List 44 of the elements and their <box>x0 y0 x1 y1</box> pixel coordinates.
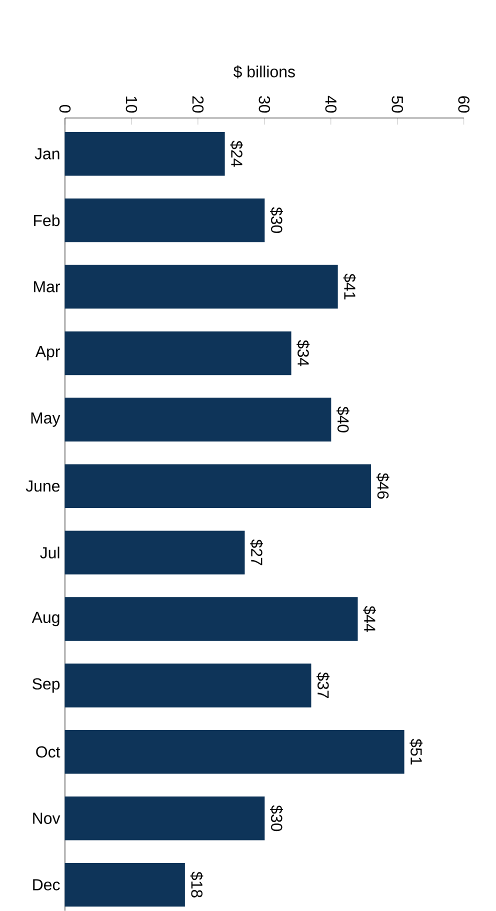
data-label: $24 <box>230 140 244 167</box>
y-tick-label: Jul <box>40 546 60 558</box>
y-tick-label: May <box>31 412 60 427</box>
y-tick-label: Dec <box>33 879 60 890</box>
x-axis-title: $ billions <box>234 65 296 78</box>
y-tick-label: Nov <box>33 812 60 824</box>
x-tick-label: 40 <box>325 96 337 113</box>
data-label: $27 <box>250 539 264 566</box>
data-label: $34 <box>296 340 310 366</box>
bar <box>64 331 292 376</box>
x-tick-label: 60 <box>458 96 470 113</box>
data-label: $30 <box>270 805 284 832</box>
x-tick-label: 50 <box>392 96 404 113</box>
bar <box>64 398 332 442</box>
y-tick-label: Mar <box>34 281 60 292</box>
y-tick-label: Feb <box>34 214 60 226</box>
bar <box>64 132 225 176</box>
x-tick-label: 30 <box>258 96 270 113</box>
y-tick-label: Oct <box>36 746 60 758</box>
y-tick-label: Aug <box>32 612 60 626</box>
data-label: $41 <box>343 274 356 300</box>
bar <box>64 464 372 508</box>
data-label: $46 <box>376 472 390 499</box>
bar <box>64 264 338 309</box>
x-tick-label: 20 <box>192 96 204 113</box>
y-tick-label: Sep <box>32 678 60 693</box>
y-tick-label: Apr <box>35 346 60 360</box>
bar <box>64 530 245 574</box>
y-tick-label: Jan <box>34 148 60 160</box>
bar <box>64 664 312 708</box>
bar <box>64 796 265 840</box>
y-tick-label: June <box>26 480 60 492</box>
bar <box>64 730 404 774</box>
data-label: $40 <box>336 406 350 432</box>
data-label: $30 <box>270 207 284 234</box>
bar <box>64 597 358 641</box>
bar <box>64 862 185 907</box>
data-label: $37 <box>316 672 330 698</box>
bar <box>64 198 265 242</box>
data-label: $51 <box>410 738 423 764</box>
x-tick-label: 0 <box>59 104 71 113</box>
data-label: $44 <box>363 606 376 632</box>
data-label: $18 <box>190 872 204 898</box>
x-tick-label: 10 <box>126 96 138 113</box>
